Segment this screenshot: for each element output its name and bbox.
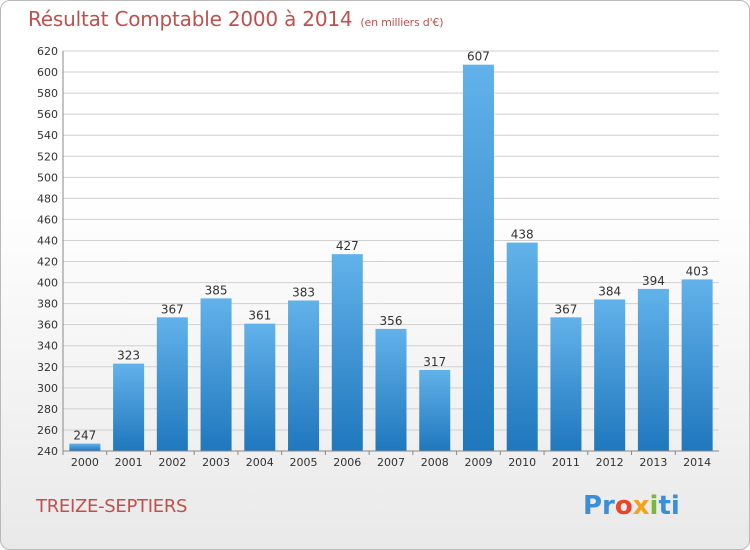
y-tick-label: 560: [37, 108, 58, 121]
x-tick-label: 2004: [246, 456, 274, 469]
y-tick-label: 300: [37, 382, 58, 395]
bar-value-label: 607: [467, 50, 490, 64]
logo-part-4: i: [649, 491, 659, 521]
y-tick-label: 240: [37, 445, 58, 458]
bar: [244, 323, 276, 451]
bar-value-label: 247: [73, 429, 96, 443]
x-tick-label: 2008: [421, 456, 449, 469]
bar: [637, 288, 669, 451]
proxiti-logo: Proxiti: [583, 491, 680, 521]
x-tick-label: 2007: [377, 456, 405, 469]
bar-value-label: 383: [292, 285, 315, 299]
bar-value-label: 403: [686, 264, 709, 278]
logo-part-1: Pr: [583, 491, 615, 521]
y-tick-label: 600: [37, 66, 58, 79]
axes: 240 260 280 300 320 340 360 380 400 420 440 460 480 5…: [37, 45, 719, 469]
bar-value-label: 394: [642, 274, 665, 288]
y-tick-label: 460: [37, 213, 58, 226]
bar: [69, 443, 101, 451]
x-tick-label: 2000: [71, 456, 99, 469]
bar: [462, 64, 494, 452]
bar-value-label: 367: [161, 302, 184, 316]
x-tick-label: 2002: [158, 456, 186, 469]
x-tick-label: 2001: [115, 456, 143, 469]
bar: [375, 328, 407, 451]
bar-value-label: 438: [511, 228, 534, 242]
y-tick-label: 260: [37, 424, 58, 437]
bar: [200, 298, 232, 451]
logo-part-3: x: [632, 491, 650, 521]
bar-value-label: 384: [598, 284, 621, 298]
chart-title: Résultat Comptable 2000 à 2014 (en millie…: [28, 7, 444, 31]
y-tick-label: 620: [37, 45, 58, 58]
bar-value-label: 323: [117, 349, 140, 363]
bar: [681, 279, 713, 451]
x-tick-label: 2009: [464, 456, 492, 469]
x-tick-label: 2012: [596, 456, 624, 469]
bar-value-label: 367: [554, 302, 577, 316]
logo-part-5: ti: [658, 491, 680, 521]
chart-title-text: Résultat Comptable 2000 à 2014: [28, 7, 353, 31]
bar-value-label: 361: [248, 309, 271, 323]
y-tick-label: 360: [37, 319, 58, 332]
x-tick-label: 2013: [639, 456, 667, 469]
x-tick-label: 2011: [552, 456, 580, 469]
x-tick-label: 2005: [290, 456, 318, 469]
y-tick-label: 480: [37, 192, 58, 205]
logo-part-2: o: [614, 491, 633, 521]
commune-name: TREIZE-SEPTIERS: [36, 496, 188, 517]
x-tick-label: 2014: [683, 456, 711, 469]
bar: [113, 363, 145, 451]
x-tick-label: 2003: [202, 456, 230, 469]
x-tick-label: 2010: [508, 456, 536, 469]
y-tick-label: 440: [37, 234, 58, 247]
bar: [419, 369, 451, 451]
y-tick-label: 520: [37, 150, 58, 163]
bar-value-label: 427: [336, 239, 359, 253]
bars: 247 323 367 385 361 383 427 356 317 607 438 367 384 3…: [69, 50, 713, 452]
y-tick-label: 340: [37, 340, 58, 353]
bar: [331, 254, 363, 451]
bar-value-label: 385: [205, 283, 228, 297]
y-tick-label: 580: [37, 87, 58, 100]
y-tick-label: 320: [37, 361, 58, 374]
x-tick-label: 2006: [333, 456, 361, 469]
y-tick-label: 400: [37, 277, 58, 290]
bar: [550, 317, 582, 451]
bar-value-label: 356: [380, 314, 403, 328]
y-tick-label: 500: [37, 171, 58, 184]
bar: [594, 299, 626, 451]
bar: [506, 242, 538, 451]
bar-value-label: 317: [423, 355, 446, 369]
bar: [288, 300, 320, 451]
y-tick-label: 420: [37, 256, 58, 269]
y-tick-label: 540: [37, 129, 58, 142]
y-tick-label: 280: [37, 403, 58, 416]
chart-subtitle: (en milliers d'€): [360, 16, 444, 29]
bar: [156, 317, 188, 451]
y-tick-label: 380: [37, 298, 58, 311]
